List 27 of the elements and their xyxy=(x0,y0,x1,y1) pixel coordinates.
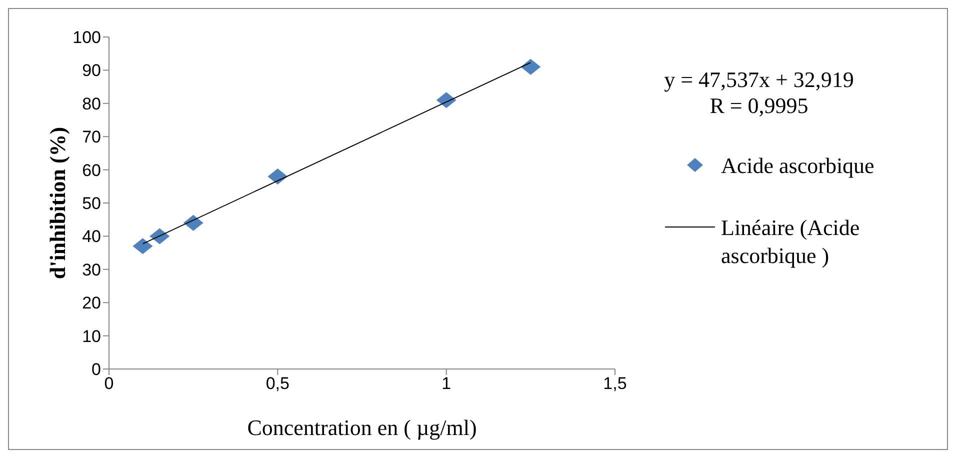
y-tick-label: 10 xyxy=(82,326,101,346)
point xyxy=(150,228,170,244)
text: R = 0,9995 xyxy=(708,93,810,119)
y-axis-title: d'inhibition (%) xyxy=(44,126,70,280)
point xyxy=(520,58,541,75)
y-tick-label: 70 xyxy=(82,128,101,147)
x-tick-label: 1,5 xyxy=(603,374,627,394)
legend-label: Acide ascorbique xyxy=(721,152,874,180)
x-tick-label: 1 xyxy=(442,374,452,394)
y-tick-label: 30 xyxy=(82,260,101,280)
y-tick-label: 40 xyxy=(82,227,101,246)
y-tick-label: 0 xyxy=(92,360,101,380)
y-tick-label: 80 xyxy=(82,94,101,114)
y-tick-label: 60 xyxy=(82,160,101,180)
x-tick-label: 0,5 xyxy=(266,374,290,394)
x-tick-label: 0 xyxy=(104,374,114,394)
point xyxy=(268,168,288,184)
y-tick-label: 100 xyxy=(72,28,101,48)
point xyxy=(436,92,456,108)
point xyxy=(183,214,204,231)
y-tick-label: 20 xyxy=(82,294,101,313)
y-tick-label: 90 xyxy=(82,61,101,80)
point xyxy=(132,238,153,254)
text: y = 47,537x + 32,919 xyxy=(663,67,855,93)
y-tick-label: 50 xyxy=(82,194,101,214)
legend-label: Linéaire (Acide ascorbique ) xyxy=(721,214,861,270)
x-axis-title: Concentration en ( µg/ml) xyxy=(247,415,477,440)
